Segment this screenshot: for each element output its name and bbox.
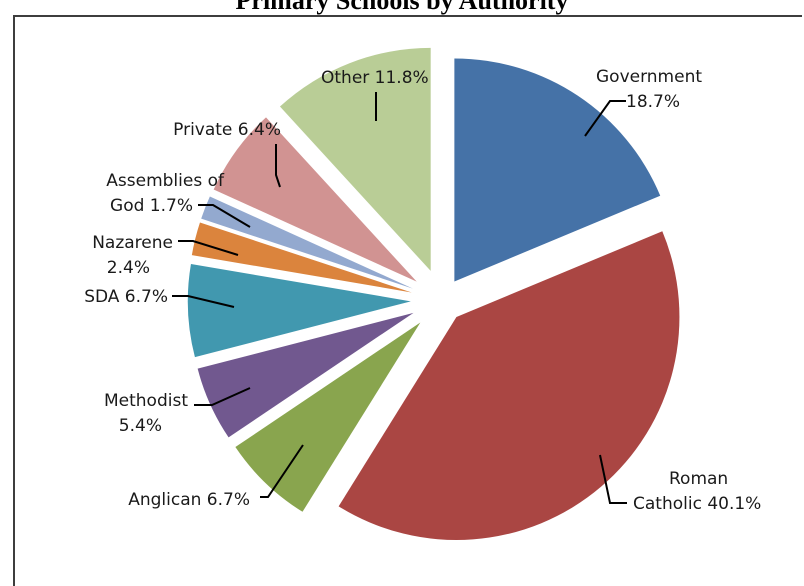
slice-label: Assemblies of — [106, 171, 225, 191]
slice-label: 2.4% — [107, 258, 150, 278]
leader-line — [584, 100, 626, 137]
chart-title-clipped: Primary Schools by Authority — [235, 0, 569, 15]
slice-label: Government — [596, 67, 702, 87]
slice-label: 5.4% — [119, 416, 162, 436]
leader-line — [194, 387, 251, 406]
pie-slice — [213, 117, 417, 282]
slice-label: God 1.7% — [110, 196, 193, 216]
leader-line — [599, 454, 627, 504]
pie-slice — [191, 222, 412, 293]
pie-slices — [187, 47, 680, 540]
leader-line — [260, 444, 304, 498]
pie-slice — [201, 196, 413, 289]
slice-labels: Government 18.7% Roman Catholic 40.1% Anglic… — [84, 67, 761, 514]
slice-label: Anglican 6.7% — [128, 490, 250, 510]
pie-slice — [454, 58, 661, 282]
slice-label: 18.7% — [626, 92, 680, 112]
slice-label: Methodist — [104, 391, 188, 411]
leader-line — [178, 240, 239, 256]
chart-frame — [13, 15, 802, 586]
pie-slice — [197, 312, 414, 438]
pie-slice — [235, 322, 421, 512]
pie-slice — [187, 263, 411, 358]
slice-label: Private 6.4% — [173, 120, 281, 140]
leader-line — [275, 144, 281, 188]
slice-label: SDA 6.7% — [84, 287, 168, 307]
slice-label: Other 11.8% — [321, 68, 429, 88]
slice-label: Roman — [669, 469, 728, 489]
leader-line — [172, 295, 235, 308]
leader-line — [198, 204, 251, 228]
slice-label: Catholic 40.1% — [633, 494, 761, 514]
pie-slice — [279, 47, 431, 271]
leader-lines — [172, 92, 627, 504]
slice-label: Nazarene — [92, 233, 173, 253]
pie-slice — [338, 231, 680, 540]
